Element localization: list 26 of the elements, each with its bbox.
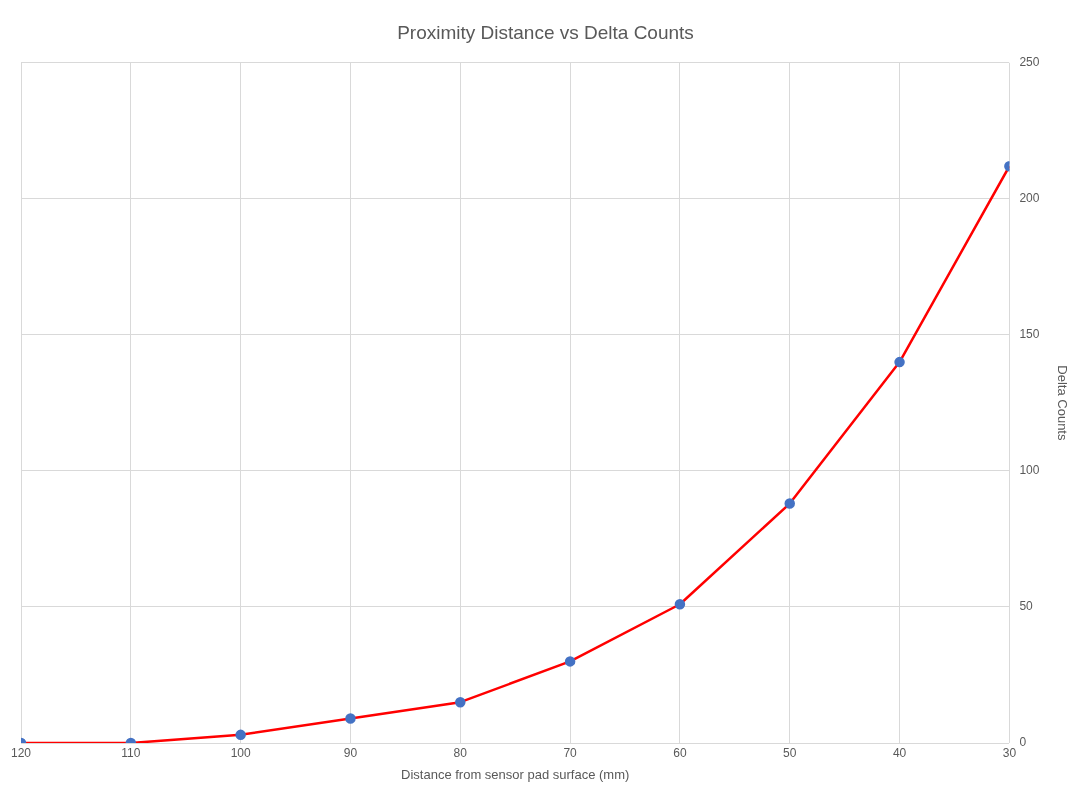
y-axis-title: Delta Counts bbox=[1054, 365, 1070, 441]
point bbox=[455, 696, 466, 708]
x-tick-label: 100 bbox=[230, 745, 251, 760]
point bbox=[235, 729, 246, 741]
x-tick-label: 90 bbox=[343, 745, 358, 760]
x-tick-label: 70 bbox=[563, 745, 578, 760]
y-tick-label: 50 bbox=[1019, 599, 1034, 614]
x-tick-label: 60 bbox=[673, 745, 687, 760]
x-tick-label: 80 bbox=[453, 745, 468, 760]
point bbox=[674, 598, 686, 610]
point bbox=[894, 356, 905, 368]
y-tick-label: 250 bbox=[1019, 55, 1040, 70]
x-tick-label: 50 bbox=[783, 745, 797, 760]
y-tick-label: 150 bbox=[1019, 327, 1040, 342]
point bbox=[564, 656, 576, 667]
y-tick-label: 100 bbox=[1019, 463, 1040, 478]
x-axis-title: Distance from sensor pad surface (mm) bbox=[401, 766, 630, 782]
y-tick-label: 200 bbox=[1019, 191, 1040, 206]
x-tick-label: 120 bbox=[11, 745, 32, 760]
point bbox=[345, 713, 356, 724]
chart-title: Proximity Distance vs Delta Counts bbox=[397, 21, 694, 43]
point bbox=[784, 498, 795, 509]
x-tick-label: 40 bbox=[892, 745, 907, 760]
y-tick-label: 0 bbox=[1019, 735, 1027, 750]
x-tick-label: 110 bbox=[121, 745, 141, 760]
x-tick-label: 30 bbox=[1002, 745, 1017, 760]
